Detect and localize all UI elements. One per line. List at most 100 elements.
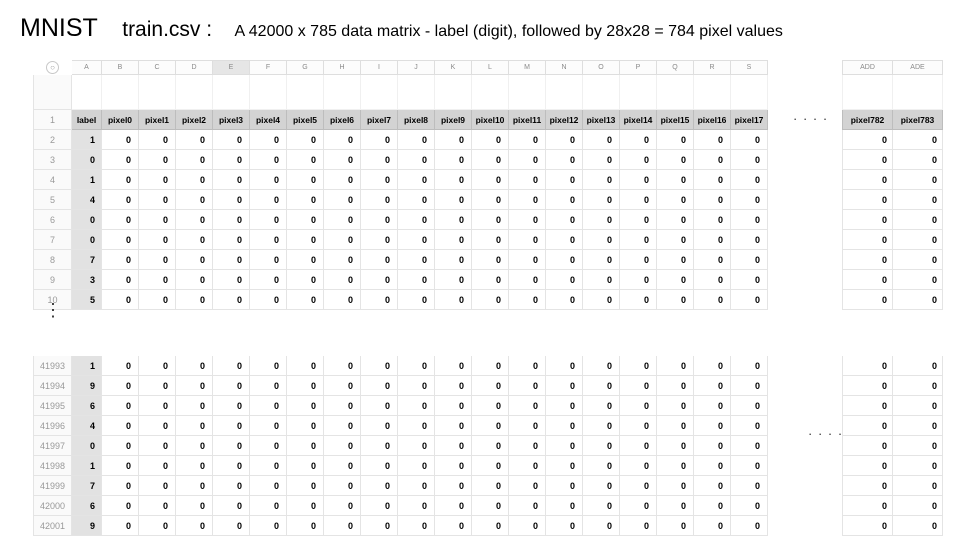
pixel-cell[interactable]: 0	[619, 149, 657, 170]
pixel-cell[interactable]: 0	[892, 475, 943, 496]
pixel-cell[interactable]: 0	[101, 455, 139, 476]
pixel-cell[interactable]: 0	[212, 149, 250, 170]
pixel-cell[interactable]: 0	[693, 475, 731, 496]
pixel-cell[interactable]: 0	[508, 455, 546, 476]
pixel-cell[interactable]: 0	[286, 435, 324, 456]
blank-cell[interactable]	[434, 74, 472, 110]
pixel-cell[interactable]: 0	[286, 475, 324, 496]
pixel-cell[interactable]: 0	[212, 209, 250, 230]
pixel-cell[interactable]: 0	[212, 289, 250, 310]
pixel-cell[interactable]: 0	[175, 169, 213, 190]
pixel-cell[interactable]: 0	[693, 375, 731, 396]
pixel-cell[interactable]: 0	[101, 269, 139, 290]
pixel-cell[interactable]: 0	[286, 355, 324, 376]
pixel-cell[interactable]: 0	[730, 269, 768, 290]
blank-cell[interactable]	[656, 74, 694, 110]
pixel-cell[interactable]: 0	[138, 435, 176, 456]
column-header-F[interactable]: F	[249, 60, 287, 75]
pixel-cell[interactable]: 0	[842, 189, 893, 210]
pixel-cell[interactable]: 0	[101, 129, 139, 150]
pixel-cell[interactable]: 0	[582, 455, 620, 476]
pixel-cell[interactable]: 0	[508, 475, 546, 496]
pixel-cell[interactable]: 0	[619, 209, 657, 230]
pixel-cell[interactable]: 0	[619, 169, 657, 190]
pixel-cell[interactable]: 0	[138, 229, 176, 250]
pixel-cell[interactable]: 0	[730, 395, 768, 416]
pixel-cell[interactable]: 0	[434, 289, 472, 310]
pixel-cell[interactable]: 0	[508, 209, 546, 230]
header-cell[interactable]: pixel11	[508, 109, 546, 130]
pixel-cell[interactable]: 0	[545, 149, 583, 170]
pixel-cell[interactable]: 0	[323, 289, 361, 310]
row-number[interactable]: 7	[33, 229, 72, 250]
pixel-cell[interactable]: 0	[656, 229, 694, 250]
pixel-cell[interactable]: 0	[693, 515, 731, 536]
blank-cell[interactable]	[397, 74, 435, 110]
pixel-cell[interactable]: 0	[508, 435, 546, 456]
pixel-cell[interactable]: 0	[892, 269, 943, 290]
pixel-cell[interactable]: 0	[545, 169, 583, 190]
pixel-cell[interactable]: 0	[730, 515, 768, 536]
row-number[interactable]: 41996	[33, 415, 72, 436]
pixel-cell[interactable]: 0	[582, 129, 620, 150]
label-cell[interactable]: 1	[71, 455, 102, 476]
pixel-cell[interactable]: 0	[471, 289, 509, 310]
pixel-cell[interactable]: 0	[619, 475, 657, 496]
pixel-cell[interactable]: 0	[619, 189, 657, 210]
pixel-cell[interactable]: 0	[508, 229, 546, 250]
pixel-cell[interactable]: 0	[175, 515, 213, 536]
pixel-cell[interactable]: 0	[101, 355, 139, 376]
blank-cell[interactable]	[508, 74, 546, 110]
column-header-L[interactable]: L	[471, 60, 509, 75]
pixel-cell[interactable]: 0	[508, 515, 546, 536]
column-header-S[interactable]: S	[730, 60, 768, 75]
pixel-cell[interactable]: 0	[434, 435, 472, 456]
pixel-cell[interactable]: 0	[892, 169, 943, 190]
column-header-A[interactable]: A	[71, 60, 102, 75]
header-cell[interactable]: pixel8	[397, 109, 435, 130]
row-number[interactable]: 10	[33, 289, 72, 310]
pixel-cell[interactable]: 0	[360, 375, 398, 396]
pixel-cell[interactable]: 0	[656, 435, 694, 456]
pixel-cell[interactable]: 0	[175, 149, 213, 170]
pixel-cell[interactable]: 0	[397, 149, 435, 170]
row-number[interactable]: 41997	[33, 435, 72, 456]
pixel-cell[interactable]: 0	[286, 415, 324, 436]
pixel-cell[interactable]: 0	[360, 269, 398, 290]
row-number[interactable]: 6	[33, 209, 72, 230]
column-header-H[interactable]: H	[323, 60, 361, 75]
pixel-cell[interactable]: 0	[892, 149, 943, 170]
pixel-cell[interactable]: 0	[730, 455, 768, 476]
label-cell[interactable]: 7	[71, 475, 102, 496]
pixel-cell[interactable]: 0	[582, 475, 620, 496]
pixel-cell[interactable]: 0	[842, 129, 893, 150]
pixel-cell[interactable]: 0	[397, 169, 435, 190]
pixel-cell[interactable]: 0	[471, 129, 509, 150]
row-number[interactable]: 9	[33, 269, 72, 290]
label-cell[interactable]: 0	[71, 435, 102, 456]
pixel-cell[interactable]: 0	[842, 149, 893, 170]
column-header-J[interactable]: J	[397, 60, 435, 75]
row-number[interactable]: 4	[33, 169, 72, 190]
pixel-cell[interactable]: 0	[730, 355, 768, 376]
row-number[interactable]: 41995	[33, 395, 72, 416]
pixel-cell[interactable]: 0	[693, 495, 731, 516]
column-header-M[interactable]: M	[508, 60, 546, 75]
label-cell[interactable]: 1	[71, 355, 102, 376]
pixel-cell[interactable]: 0	[842, 455, 893, 476]
pixel-cell[interactable]: 0	[323, 149, 361, 170]
pixel-cell[interactable]: 0	[286, 455, 324, 476]
pixel-cell[interactable]: 0	[582, 355, 620, 376]
pixel-cell[interactable]: 0	[508, 269, 546, 290]
pixel-cell[interactable]: 0	[730, 475, 768, 496]
blank-cell[interactable]	[71, 74, 102, 110]
pixel-cell[interactable]: 0	[508, 289, 546, 310]
label-cell[interactable]: 9	[71, 375, 102, 396]
pixel-cell[interactable]: 0	[656, 355, 694, 376]
pixel-cell[interactable]: 0	[508, 169, 546, 190]
pixel-cell[interactable]: 0	[582, 189, 620, 210]
pixel-cell[interactable]: 0	[582, 515, 620, 536]
pixel-cell[interactable]: 0	[360, 515, 398, 536]
pixel-cell[interactable]: 0	[619, 375, 657, 396]
header-cell[interactable]: pixel782	[842, 109, 893, 130]
